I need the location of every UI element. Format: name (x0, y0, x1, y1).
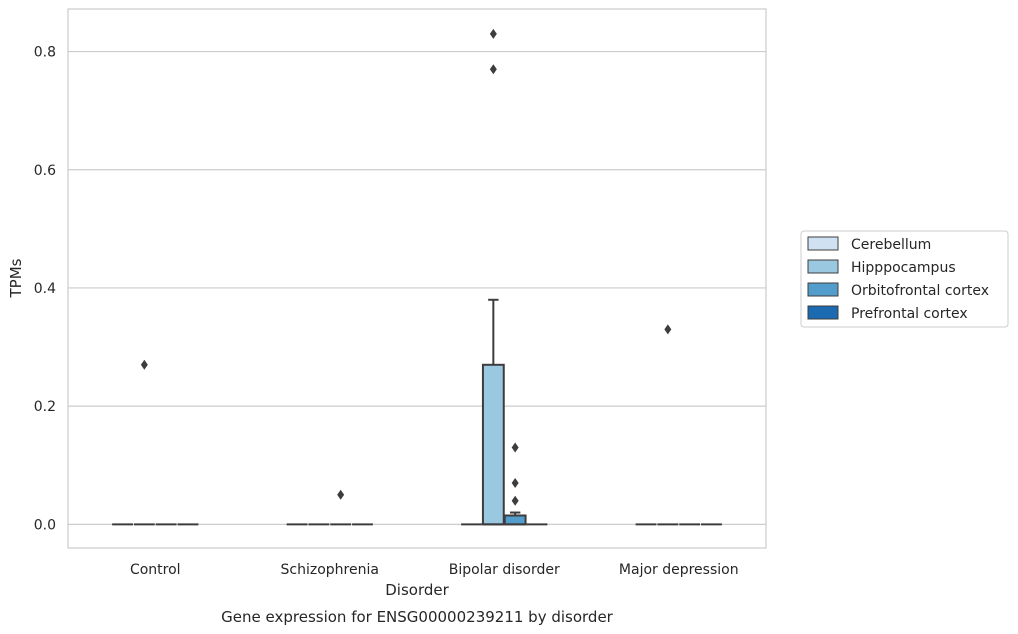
outlier-point (140, 359, 148, 370)
x-tick-label: Major depression (619, 562, 739, 578)
x-tick-label: Bipolar disorder (449, 562, 560, 578)
x-tick-label: Control (130, 562, 181, 578)
x-tick-label: Schizophrenia (281, 562, 379, 578)
legend-frame (800, 230, 1009, 328)
x-axis-ticks: Control Schizophrenia Bipolar disorder Majo… (130, 562, 739, 578)
x-axis-label: Disorder (385, 581, 449, 599)
plot-area-frame (67, 8, 767, 549)
outlier-point (511, 442, 519, 453)
box-hipppocampus (657, 324, 679, 526)
outlier-point (664, 324, 672, 335)
box-body (481, 363, 505, 526)
box-hipppocampus (481, 28, 505, 526)
y-axis-ticks: 0.0 0.2 0.4 0.6 0.8 (34, 45, 56, 534)
box-orbitofrontal-cortex (503, 442, 527, 526)
y-tick-label: 0.6 (34, 163, 56, 179)
outlier-point (489, 28, 497, 39)
legend-swatch (807, 236, 839, 251)
chart-caption: Gene expression for ENSG00000239211 by d… (221, 608, 614, 626)
legend-label: Orbitofrontal cortex (851, 283, 989, 299)
y-tick-label: 0.4 (34, 281, 56, 297)
outlier-point (337, 489, 345, 500)
outlier-point (511, 495, 519, 506)
box-body (503, 514, 527, 526)
legend: Cerebellum Hipppocampus Orbitofrontal cort… (800, 230, 1009, 328)
grid-lines (68, 50, 766, 525)
box-marks (112, 28, 722, 526)
y-tick-label: 0.2 (34, 399, 56, 415)
legend-swatch (807, 282, 839, 297)
box-hipppocampus (133, 359, 155, 526)
legend-label: Prefrontal cortex (851, 306, 968, 322)
y-tick-label: 0.0 (34, 517, 56, 533)
legend-swatch (807, 305, 839, 320)
legend-label: Hipppocampus (851, 260, 956, 276)
y-axis-label: TPMs (7, 258, 25, 298)
outlier-point (489, 64, 497, 75)
legend-swatch (807, 259, 839, 274)
y-tick-label: 0.8 (34, 45, 56, 61)
outlier-point (511, 477, 519, 488)
legend-label: Cerebellum (851, 237, 931, 253)
box-orbitofrontal-cortex (330, 489, 352, 526)
